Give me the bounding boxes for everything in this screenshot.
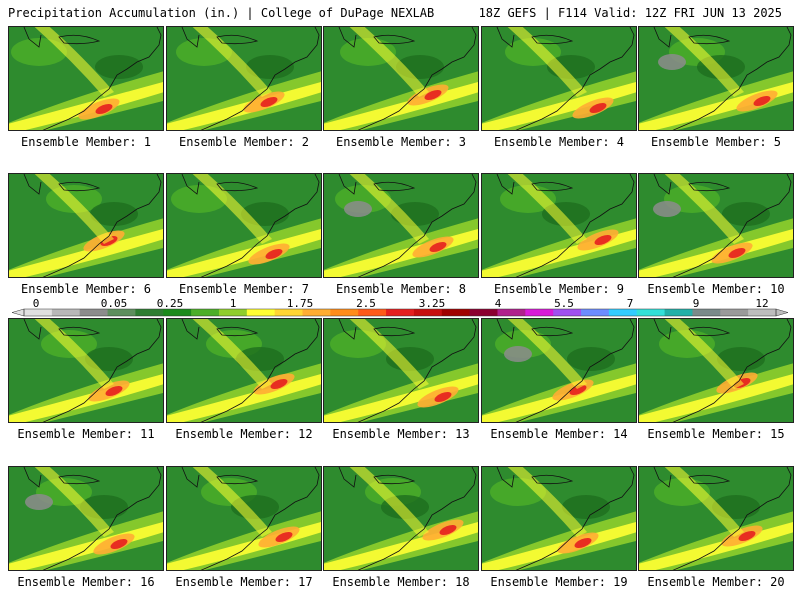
ensemble-member-map	[8, 26, 164, 131]
colorbar-segment	[553, 309, 582, 316]
ensemble-member-map	[8, 318, 164, 423]
ensemble-member-map	[481, 466, 637, 571]
ensemble-member-label: Ensemble Member: 10	[647, 282, 785, 296]
colorbar-tick-label: 7	[627, 298, 634, 310]
ensemble-member-map	[166, 318, 322, 423]
colorbar-segment	[135, 309, 164, 316]
colorbar-segment	[218, 309, 248, 316]
colorbar-segment	[330, 309, 359, 316]
colorbar-tick-label: 1	[230, 298, 237, 310]
ensemble-member-map	[481, 318, 637, 423]
colorbar-tick-label: 9	[693, 298, 700, 310]
colorbar-segment	[413, 309, 443, 316]
colorbar-tick-label: 3.25	[419, 298, 446, 310]
colorbar-tick-label: 5.5	[554, 298, 574, 310]
ensemble-member-label: Ensemble Member: 5	[650, 135, 782, 149]
ensemble-member-map	[323, 26, 479, 131]
colorbar-tick-label: 0	[33, 298, 40, 310]
ensemble-member-label: Ensemble Member: 13	[332, 427, 470, 441]
colorbar-segment	[636, 309, 666, 316]
ensemble-member-map	[323, 173, 479, 278]
colorbar-tick-label: 1.75	[287, 298, 314, 310]
colorbar-segment	[748, 309, 777, 316]
colorbar-segment	[386, 309, 415, 316]
ensemble-member-map	[323, 318, 479, 423]
ensemble-member-label: Ensemble Member: 19	[490, 575, 628, 589]
ensemble-member-label: Ensemble Member: 2	[178, 135, 310, 149]
ensemble-member-map	[481, 26, 637, 131]
ensemble-member-label: Ensemble Member: 16	[17, 575, 155, 589]
colorbar-segment	[274, 309, 304, 316]
ensemble-member-map	[638, 318, 794, 423]
ensemble-member-label: Ensemble Member: 8	[335, 282, 467, 296]
colorbar-tick-label: 4	[495, 298, 502, 310]
ensemble-member-map	[166, 173, 322, 278]
ensemble-member-label: Ensemble Member: 6	[20, 282, 152, 296]
ensemble-member-label: Ensemble Member: 4	[493, 135, 625, 149]
ensemble-member-label: Ensemble Member: 11	[17, 427, 155, 441]
colorbar-segment	[163, 309, 192, 316]
colorbar-segment	[497, 309, 526, 316]
ensemble-member-map	[638, 26, 794, 131]
ensemble-member-label: Ensemble Member: 17	[175, 575, 313, 589]
colorbar-segment	[191, 309, 220, 316]
ensemble-member-map	[8, 173, 164, 278]
colorbar-segment	[358, 309, 387, 316]
ensemble-member-label: Ensemble Member: 9	[493, 282, 625, 296]
ensemble-member-label: Ensemble Member: 7	[178, 282, 310, 296]
colorbar-segment	[469, 309, 498, 316]
colorbar-segment	[24, 309, 53, 316]
ensemble-member-label: Ensemble Member: 1	[20, 135, 152, 149]
colorbar-segment	[608, 309, 638, 316]
colorbar-segment	[441, 309, 471, 316]
map-title: Precipitation Accumulation (in.) | Colle…	[8, 6, 435, 20]
ensemble-member-label: Ensemble Member: 12	[175, 427, 313, 441]
ensemble-member-label: Ensemble Member: 14	[490, 427, 628, 441]
ensemble-member-label: Ensemble Member: 3	[335, 135, 467, 149]
colorbar-tick-label: 2.5	[356, 298, 376, 310]
colorbar-segment	[302, 309, 331, 316]
ensemble-member-map	[8, 466, 164, 571]
colorbar-segment	[79, 309, 109, 316]
ensemble-member-map	[166, 26, 322, 131]
colorbar-segment	[664, 309, 693, 316]
ensemble-member-label: Ensemble Member: 15	[647, 427, 785, 441]
model-run-info: 18Z GEFS | F114 Valid: 12Z FRI JUN 13 20…	[478, 6, 782, 20]
colorbar-segment	[525, 309, 554, 316]
ensemble-member-map	[638, 466, 794, 571]
ensemble-member-label: Ensemble Member: 18	[332, 575, 470, 589]
ensemble-member-label: Ensemble Member: 20	[647, 575, 785, 589]
colorbar-segment	[51, 309, 81, 316]
ensemble-member-map	[166, 466, 322, 571]
colorbar-segment	[246, 309, 276, 316]
precipitation-colorbar: 0 0.05 0.25 1 1.75 2.5 3.25 4 5.5 7 9 12	[11, 298, 789, 317]
colorbar-segment	[720, 309, 749, 316]
ensemble-member-map	[638, 173, 794, 278]
colorbar-segment	[692, 309, 721, 316]
colorbar-tick-label: 0.25	[157, 298, 184, 310]
colorbar-tick-label: 0.05	[101, 298, 128, 310]
ensemble-member-map	[481, 173, 637, 278]
colorbar-segment	[581, 309, 610, 316]
colorbar-tick-label: 12	[755, 298, 768, 310]
ensemble-member-map	[323, 466, 479, 571]
colorbar-segment	[107, 309, 136, 316]
